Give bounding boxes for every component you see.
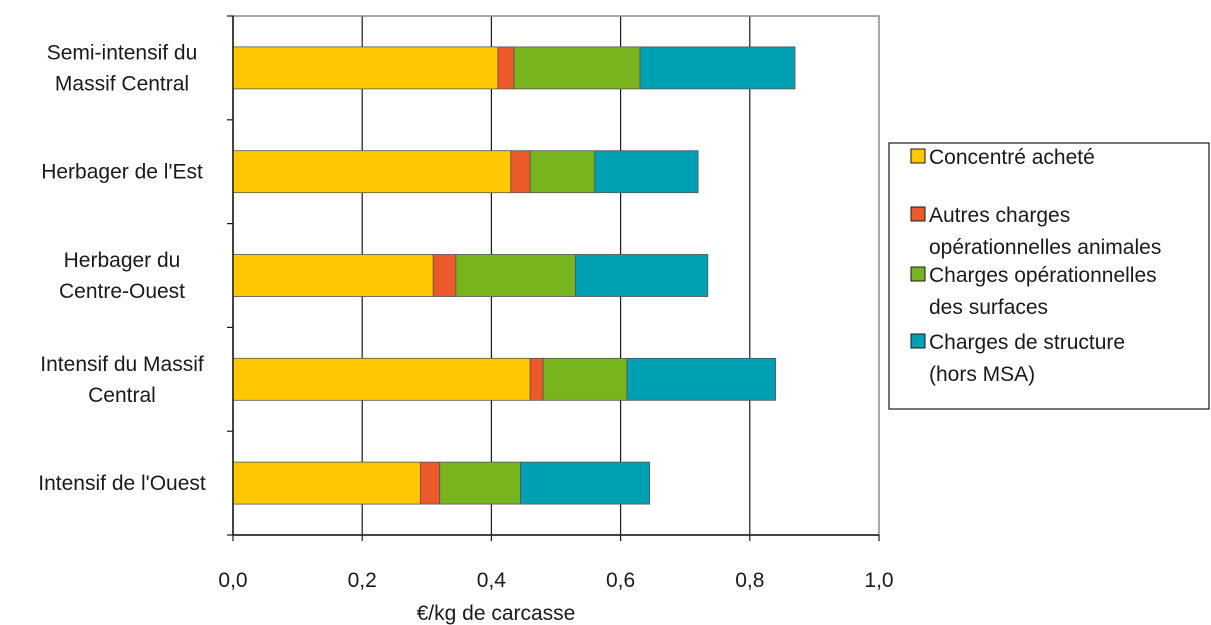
bar-segment xyxy=(529,357,544,401)
bar-segment xyxy=(432,254,457,297)
category-label: Semi-intensif du xyxy=(47,41,198,64)
bar-segment xyxy=(513,46,641,90)
x-tick-label: 0,8 xyxy=(735,569,764,592)
x-tick-label: 0,4 xyxy=(477,569,507,592)
legend-swatch xyxy=(910,206,926,222)
category-label: Massif Central xyxy=(55,72,189,95)
legend-label: (hors MSA) xyxy=(929,363,1035,386)
legend-label: Charges de structure xyxy=(929,331,1125,354)
x-tick-labels: 0,0 0,2 0,4 0,6 0,8 1,0 xyxy=(218,569,893,592)
legend-frame xyxy=(888,142,1210,410)
bars xyxy=(232,46,796,505)
legend-swatch xyxy=(910,266,926,282)
x-tick-label: 0,0 xyxy=(218,569,247,592)
bar-segment xyxy=(497,46,515,90)
x-axis-title: €/kg de carcasse xyxy=(417,602,576,625)
bar-segment xyxy=(594,150,699,194)
category-labels: Semi-intensif du Massif Central Herbager d… xyxy=(38,41,206,495)
legend-items: Concentré acheté Autres charges opérationn… xyxy=(910,146,1161,386)
category-label: Centre-Ouest xyxy=(59,280,185,303)
bar-segment xyxy=(439,461,521,505)
bar-segment xyxy=(232,461,421,505)
legend-label: Charges opérationnelles xyxy=(929,264,1157,287)
legend-label: des surfaces xyxy=(929,296,1048,319)
legend-label: opérationnelles animales xyxy=(929,236,1161,259)
category-label: Herbager de l'Est xyxy=(41,161,203,184)
legend: Concentré acheté Autres charges opérationn… xyxy=(888,142,1210,410)
legend-swatch xyxy=(910,333,926,349)
bar-segment xyxy=(232,46,499,90)
category-label: Intensif de l'Ouest xyxy=(38,472,206,495)
category-label: Herbager du xyxy=(64,249,181,272)
category-label: Central xyxy=(88,384,156,407)
x-tick-label: 0,2 xyxy=(348,569,377,592)
bar-segment xyxy=(639,46,796,90)
bar-segment xyxy=(455,254,576,297)
category-label: Intensif du Massif xyxy=(40,353,204,376)
y-axis xyxy=(227,15,880,541)
legend-label: Autres charges xyxy=(929,204,1070,227)
bar-segment xyxy=(510,150,531,194)
bar-segment xyxy=(232,357,531,401)
bar-segment xyxy=(574,254,709,297)
bar-segment xyxy=(232,150,512,194)
x-tick-label: 1,0 xyxy=(864,569,893,592)
bar-segment xyxy=(529,150,596,194)
legend-swatch xyxy=(910,148,926,164)
bar-segment xyxy=(542,357,628,401)
bar-segment xyxy=(419,461,441,505)
legend-label: Concentré acheté xyxy=(929,146,1095,169)
x-tick-label: 0,6 xyxy=(606,569,635,592)
bar-segment xyxy=(520,461,651,505)
bar-segment xyxy=(232,254,434,297)
bar-segment xyxy=(626,357,777,401)
